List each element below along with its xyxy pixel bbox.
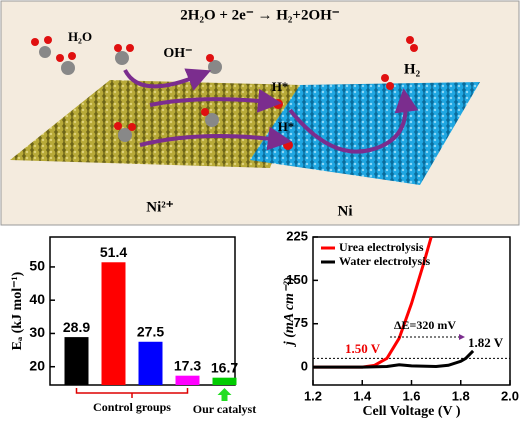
schematic: 2H₂O + 2e⁻ → H₂+2OH⁻ H₂O OH⁻ H* H* H₂ Ni…: [0, 0, 520, 226]
y-tick-label: 40: [29, 291, 45, 307]
y-tick-label: 150: [286, 272, 308, 287]
hydroxide-label: OH⁻: [163, 46, 192, 61]
x-tick-label: 1.6: [402, 388, 420, 403]
h-star-label: H*: [272, 79, 289, 94]
y-axis-label: Eₐ (kJ mol⁻¹): [10, 271, 25, 350]
annotation: ΔE=320 mV: [394, 318, 456, 332]
h-star-label: H*: [278, 119, 295, 134]
x-axis-label: Cell Voltage (V ): [362, 404, 460, 419]
y-tick-label: 20: [29, 357, 45, 373]
value-label: 17.3: [174, 357, 201, 373]
ni-lattice: [250, 82, 480, 185]
legend-label: Urea electrolysis: [339, 240, 424, 254]
value-label: 16.7: [211, 359, 238, 375]
value-label: 51.4: [100, 244, 127, 260]
reaction-arrows: [123, 68, 419, 154]
y-tick-label: 0: [301, 359, 308, 374]
y-tick-label: 225: [286, 228, 308, 243]
bar: [212, 377, 237, 385]
group-bracket: [75, 388, 189, 398]
ni2-lattice: [10, 80, 300, 168]
data-line: [313, 349, 475, 369]
y-tick-label: 30: [29, 324, 45, 340]
catalyst-arrow: [217, 388, 232, 401]
bar: [138, 341, 163, 385]
water-label: H₂O: [68, 29, 92, 44]
bar: [101, 262, 126, 385]
annotation: 1.82 V: [468, 335, 504, 350]
legend-label: Water electrolysis: [339, 254, 431, 268]
y-tick-label: 75: [294, 315, 308, 330]
y-tick-label: 50: [29, 258, 45, 274]
oxygen-atoms: [31, 36, 418, 150]
bar: [175, 375, 200, 385]
x-tick-label: 1.4: [353, 388, 372, 403]
ni-label: Ni: [338, 203, 353, 219]
value-label: 28.9: [63, 319, 90, 335]
molecules: [39, 46, 222, 142]
bar: [64, 337, 89, 385]
hydrogen-label: H₂: [404, 61, 421, 77]
ni2-label: Ni²⁺: [146, 199, 173, 215]
group-label: Control groups: [93, 400, 171, 414]
x-tick-label: 2.0: [501, 388, 519, 403]
x-tick-label: 1.2: [304, 388, 322, 403]
value-label: 27.5: [137, 323, 164, 339]
group-label: Our catalyst: [193, 402, 256, 416]
equation: 2H₂O + 2e⁻ → H₂+2OH⁻: [180, 7, 340, 23]
annotation: 1.50 V: [345, 341, 381, 356]
y-axis-label: j (mA cm⁻²): [282, 277, 297, 347]
x-tick-label: 1.8: [452, 388, 470, 403]
